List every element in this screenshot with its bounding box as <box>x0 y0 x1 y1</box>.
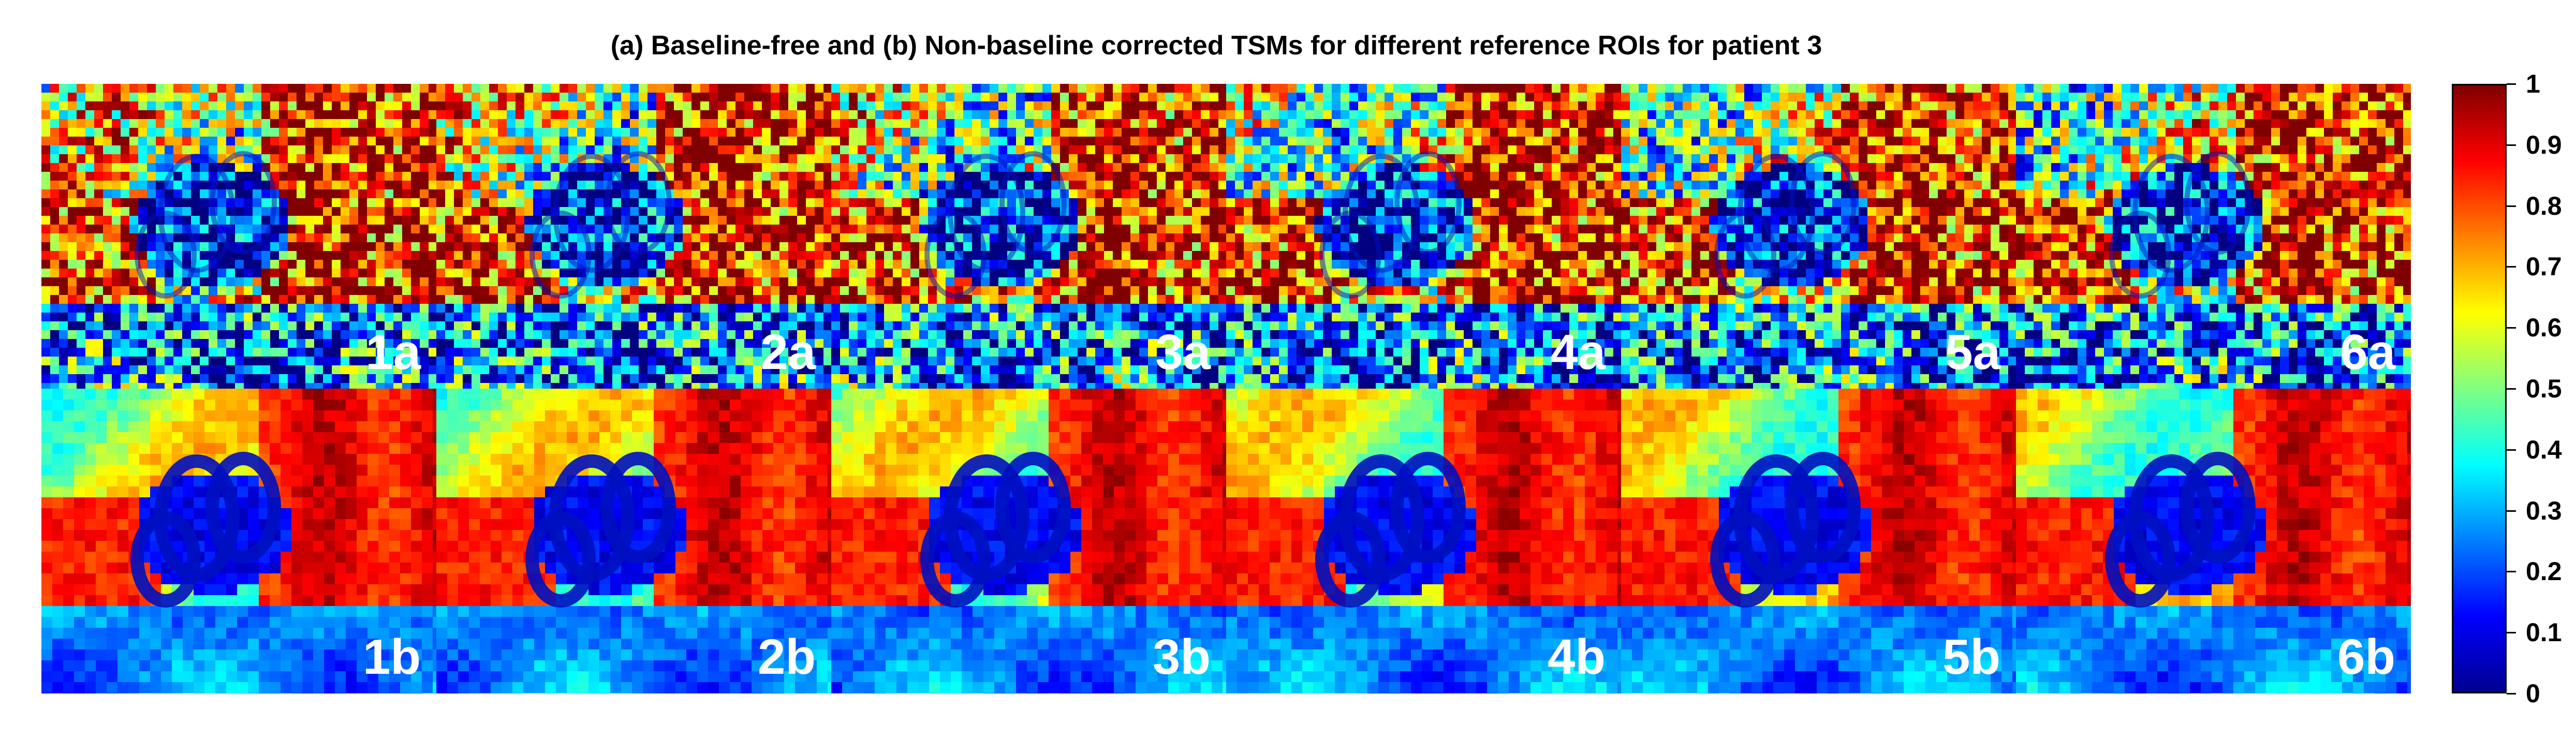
panel-1a: 1a <box>41 84 436 389</box>
tsm-heatmap <box>2016 84 2411 389</box>
panel-label: 2a <box>760 324 816 380</box>
panel-3b: 3b <box>831 389 1226 693</box>
colorbar-tick-label: 0.8 <box>2526 191 2562 220</box>
colorbar-tick <box>2507 388 2516 390</box>
panel-4a: 4a <box>1226 84 1621 389</box>
panel-5a: 5a <box>1621 84 2016 389</box>
colorbar-tick-label: 0.6 <box>2526 313 2562 343</box>
colorbar-tick <box>2507 144 2516 146</box>
colorbar-tick-label: 0.2 <box>2526 557 2562 586</box>
tsm-heatmap <box>2016 389 2411 693</box>
colorbar-tick-label: 0.7 <box>2526 252 2562 282</box>
tsm-grid: 1a 2a 3a 4a 5a 6a 1b 2b 3b 4b 5b 6b <box>41 84 2411 693</box>
panel-1b: 1b <box>41 389 436 693</box>
colorbar-tick-label: 0.5 <box>2526 374 2562 403</box>
panel-6a: 6a <box>2016 84 2411 389</box>
colorbar-tick <box>2507 510 2516 512</box>
colorbar-tick-label: 1 <box>2526 69 2540 98</box>
panel-label: 5b <box>1942 629 2000 685</box>
tsm-heatmap <box>1226 84 1621 389</box>
tsm-heatmap <box>1621 84 2016 389</box>
tsm-heatmap <box>436 84 831 389</box>
tsm-heatmap <box>831 389 1226 693</box>
colorbar-tick <box>2507 327 2516 329</box>
colorbar-tick <box>2507 205 2516 207</box>
panel-label: 1b <box>362 629 421 685</box>
panel-label: 5a <box>1945 324 2000 380</box>
colorbar-tick <box>2507 632 2516 634</box>
tsm-heatmap <box>1226 389 1621 693</box>
panel-label: 3b <box>1152 629 1211 685</box>
panel-label: 2b <box>757 629 816 685</box>
colorbar-tick <box>2507 266 2516 268</box>
panel-label: 4b <box>1547 629 1606 685</box>
colorbar-tick-label: 0.4 <box>2526 435 2562 464</box>
colorbar-tick-label: 0 <box>2526 679 2540 708</box>
colorbar-tick-label: 0.1 <box>2526 618 2562 647</box>
panel-2b: 2b <box>436 389 831 693</box>
panel-3a: 3a <box>831 84 1226 389</box>
panel-label: 1a <box>365 324 421 380</box>
panel-4b: 4b <box>1226 389 1621 693</box>
colorbar-tick-label: 0.3 <box>2526 496 2562 525</box>
panel-6b: 6b <box>2016 389 2411 693</box>
colorbar-tick <box>2507 83 2516 85</box>
panel-2a: 2a <box>436 84 831 389</box>
panel-label: 6b <box>2337 629 2395 685</box>
tsm-heatmap <box>1621 389 2016 693</box>
tsm-heatmap <box>41 389 436 693</box>
panel-5b: 5b <box>1621 389 2016 693</box>
colorbar-tick <box>2507 571 2516 573</box>
panel-label: 6a <box>2340 324 2395 380</box>
tsm-heatmap <box>41 84 436 389</box>
panel-label: 3a <box>1155 324 1211 380</box>
panel-label: 4a <box>1550 324 1606 380</box>
tsm-heatmap <box>436 389 831 693</box>
colorbar-tick-label: 0.9 <box>2526 130 2562 159</box>
colorbar-tick <box>2507 693 2516 694</box>
tsm-heatmap <box>831 84 1226 389</box>
colorbar-tick <box>2507 449 2516 451</box>
colorbar <box>2452 84 2507 693</box>
figure-title: (a) Baseline-free and (b) Non-baseline c… <box>610 31 1822 61</box>
